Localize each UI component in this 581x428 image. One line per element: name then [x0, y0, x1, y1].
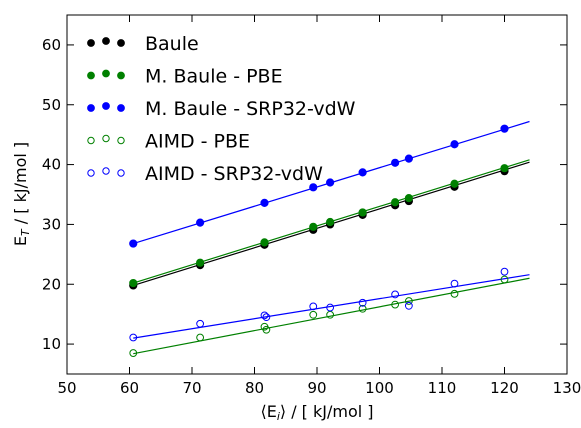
data-point — [262, 313, 271, 322]
legend-marker — [102, 69, 110, 78]
x-tick-label: 110 — [428, 379, 457, 397]
data-point — [262, 325, 271, 334]
y-axis-label: ET / [ kJ/mol ] — [11, 142, 32, 246]
data-point — [129, 278, 138, 288]
x-tick-label: 90 — [307, 379, 326, 397]
data-point — [196, 319, 205, 328]
legend-marker — [102, 37, 110, 45]
x-axis-ticks: 50 60 70 80 90 100 110 120 130 — [57, 15, 581, 397]
data-point — [309, 222, 318, 231]
data-point — [450, 179, 459, 188]
data-point — [500, 275, 509, 284]
legend-marker — [87, 71, 95, 80]
legend-marker — [87, 39, 95, 47]
legend-marker — [117, 39, 125, 47]
legend-label: M. Baule - PBE — [145, 66, 283, 88]
data-point — [358, 298, 367, 307]
data-point — [196, 333, 205, 342]
data-point — [358, 208, 367, 217]
data-point — [404, 193, 413, 203]
y-tick-label: 40 — [42, 156, 61, 174]
data-point — [500, 267, 509, 276]
data-point — [450, 140, 459, 149]
data-point — [450, 289, 459, 298]
x-tick-label: 100 — [365, 379, 394, 397]
data-point — [326, 303, 335, 312]
legend-marker — [117, 169, 125, 177]
legend-label: AIMD - SRP32-vdW — [145, 163, 323, 185]
legend-label: M. Baule - SRP32-vdW — [145, 98, 356, 120]
data-point — [500, 124, 509, 133]
legend-label: Baule — [145, 33, 199, 55]
data-point — [391, 300, 400, 309]
legend-label: AIMD - PBE — [145, 131, 250, 153]
x-tick-label: 60 — [120, 379, 139, 397]
data-point — [129, 239, 138, 248]
data-point — [404, 154, 413, 163]
y-tick-label: 50 — [42, 96, 61, 114]
legend-marker — [117, 136, 125, 145]
data-point — [500, 164, 509, 173]
legend-marker — [87, 136, 95, 145]
data-point — [309, 310, 318, 319]
data-point — [404, 297, 413, 305]
y-tick-label: 30 — [42, 215, 61, 233]
x-tick-label: 70 — [182, 379, 201, 397]
data-points — [129, 124, 509, 357]
plot-area — [66, 14, 568, 375]
data-point — [196, 258, 205, 267]
legend-marker — [102, 134, 110, 143]
x-tick-label: 80 — [245, 379, 264, 397]
data-point — [129, 333, 138, 342]
data-point — [358, 168, 367, 177]
legend-marker — [117, 104, 125, 112]
y-tick-label: 20 — [42, 275, 61, 293]
data-point — [450, 279, 459, 288]
legend-marker — [117, 71, 125, 80]
data-point — [129, 349, 138, 357]
legend-marker — [102, 102, 110, 110]
data-point — [358, 304, 367, 313]
data-point — [326, 178, 335, 187]
legend: Baule M. Baule - PBE M. Baule - SRP32-vdW A… — [87, 33, 356, 185]
x-tick-label: 120 — [490, 379, 519, 397]
x-tick-label: 130 — [553, 379, 581, 397]
legend-marker — [102, 167, 110, 175]
data-point — [391, 290, 400, 299]
data-point — [309, 183, 318, 192]
y-tick-label: 60 — [42, 36, 61, 54]
data-point — [260, 198, 269, 207]
legend-marker — [87, 104, 95, 112]
data-point — [391, 198, 400, 207]
legend-marker — [87, 169, 95, 177]
data-point — [260, 311, 269, 320]
x-tick-label: 50 — [57, 379, 76, 397]
y-tick-label: 10 — [42, 335, 61, 353]
data-point — [391, 158, 400, 167]
data-point — [196, 218, 205, 227]
x-axis-label: ⟨Ei⟩ / [ kJ/mol ] — [260, 402, 373, 423]
data-point — [309, 302, 318, 311]
data-point — [260, 238, 269, 247]
data-point — [326, 217, 335, 227]
y-axis-ticks: 10 20 30 40 50 60 — [42, 36, 567, 353]
data-point — [404, 301, 413, 310]
